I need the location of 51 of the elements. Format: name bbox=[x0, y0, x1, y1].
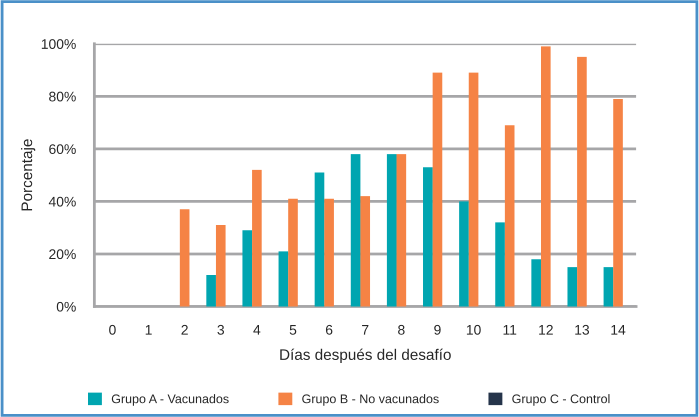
y-tick-label: 20% bbox=[49, 249, 76, 260]
bar bbox=[495, 222, 505, 306]
bar bbox=[288, 198, 298, 306]
y-tick-label: 0% bbox=[56, 302, 76, 312]
bar bbox=[504, 125, 515, 306]
x-tick-label: 11 bbox=[504, 325, 516, 335]
x-tick-label: 7 bbox=[362, 325, 368, 335]
x-tick-label: 5 bbox=[290, 325, 296, 335]
bar bbox=[360, 196, 370, 306]
x-tick-label: 2 bbox=[181, 324, 188, 335]
y-axis-title: Porcentaje bbox=[20, 139, 36, 210]
x-tick-label: 6 bbox=[326, 324, 332, 335]
bar bbox=[252, 170, 262, 306]
x-tick-label: 3 bbox=[217, 324, 224, 335]
legend-label: Grupo C - Control bbox=[512, 394, 610, 406]
bar bbox=[613, 98, 623, 306]
x-tick-label: 0 bbox=[109, 324, 116, 335]
bar bbox=[216, 225, 226, 306]
bar bbox=[350, 154, 360, 306]
bar bbox=[432, 72, 442, 306]
x-tick-label: 12 bbox=[539, 324, 553, 335]
bar bbox=[423, 167, 433, 306]
bar bbox=[459, 201, 469, 306]
x-axis-title: Días después del desafío bbox=[280, 348, 451, 364]
x-tick-label: 4 bbox=[253, 325, 260, 335]
bar bbox=[242, 230, 252, 306]
x-tick-label: 13 bbox=[575, 324, 590, 335]
y-tick-label: 80% bbox=[49, 92, 76, 102]
y-tick-label: 40% bbox=[48, 196, 76, 207]
bar bbox=[314, 172, 324, 306]
x-tick-label: 10 bbox=[466, 324, 481, 335]
bar bbox=[567, 267, 578, 306]
x-tick-label: 8 bbox=[398, 324, 405, 335]
bar bbox=[180, 209, 190, 306]
y-tick-label: 100% bbox=[42, 39, 76, 49]
bar bbox=[324, 198, 334, 306]
bar bbox=[386, 154, 397, 306]
bar bbox=[604, 267, 614, 306]
x-tick-label: 9 bbox=[434, 324, 441, 335]
y-tick-label: 60% bbox=[49, 144, 76, 154]
bar bbox=[468, 72, 478, 306]
bar bbox=[396, 154, 406, 306]
bar bbox=[531, 259, 541, 306]
bar bbox=[540, 46, 551, 306]
bar bbox=[577, 56, 587, 306]
x-tick-label: 14 bbox=[611, 325, 626, 335]
x-tick-label: 1 bbox=[146, 325, 152, 335]
bar bbox=[206, 274, 216, 306]
legend-label: Grupo B - No vacunados bbox=[302, 394, 439, 406]
bar bbox=[278, 251, 288, 306]
legend-label: Grupo A - Vacunados bbox=[112, 394, 229, 406]
